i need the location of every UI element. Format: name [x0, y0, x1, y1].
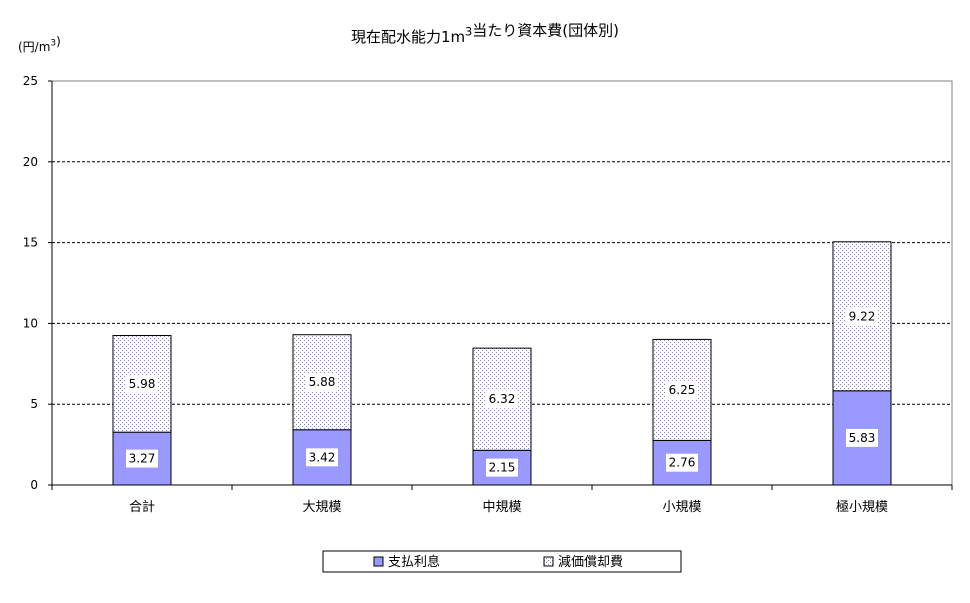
data-label: 3.27 [129, 452, 156, 466]
data-label-box [306, 373, 338, 392]
x-tick-label: 合計 [129, 499, 155, 515]
axes [51, 80, 953, 486]
x-tick-label: 小規模 [662, 500, 701, 515]
legend-label: 支払利息 [388, 554, 440, 570]
data-label-box [666, 453, 698, 472]
data-label: 5.83 [849, 431, 876, 445]
y-axis-label: (円/m3) [18, 35, 61, 54]
y-tick-label: 20 [23, 155, 38, 169]
data-label: 2.76 [669, 456, 696, 470]
data-label: 2.15 [489, 461, 516, 475]
data-label-box [666, 380, 698, 399]
legend-swatch [543, 556, 554, 567]
x-tick-label: 極小規模 [836, 499, 888, 515]
data-label-box [846, 428, 878, 447]
legend-box [322, 550, 682, 573]
x-tick-label: 大規模 [302, 500, 341, 515]
data-label-box [846, 307, 878, 326]
bars: 3.27 5.98 3.42 5.88 2.15 6.32 2.76 6.25 5.83 9.22 [112, 241, 892, 486]
y-tick-label: 15 [23, 236, 38, 250]
data-label: 5.98 [129, 377, 156, 391]
data-label-box [126, 449, 158, 468]
data-label-box [306, 448, 338, 467]
data-label: 6.25 [669, 383, 696, 397]
data-label: 5.88 [309, 375, 336, 389]
x-tick-label: 中規模 [482, 500, 521, 515]
legend-label: 減価償却費 [558, 554, 623, 570]
data-label: 6.32 [489, 392, 516, 406]
y-axis-ticks: 0 5 10 15 20 25 [23, 74, 52, 492]
x-axis-ticks: 合計 大規模 中規模 小規模 極小規模 [51, 485, 953, 515]
data-label-box [486, 458, 518, 477]
data-label: 9.22 [849, 309, 876, 323]
y-tick-label: 25 [23, 74, 38, 88]
y-tick-label: 10 [23, 316, 38, 330]
legend: 支払利息 減価償却費 [322, 550, 682, 573]
legend-swatch [373, 556, 384, 567]
chart-title: 現在配水能力1m3当たり資本費(団体別) [351, 21, 619, 46]
y-tick-label: 5 [30, 397, 38, 411]
data-label-box [486, 390, 518, 409]
data-label-box [126, 374, 158, 393]
data-label: 3.42 [309, 450, 336, 464]
y-tick-label: 0 [30, 478, 38, 492]
